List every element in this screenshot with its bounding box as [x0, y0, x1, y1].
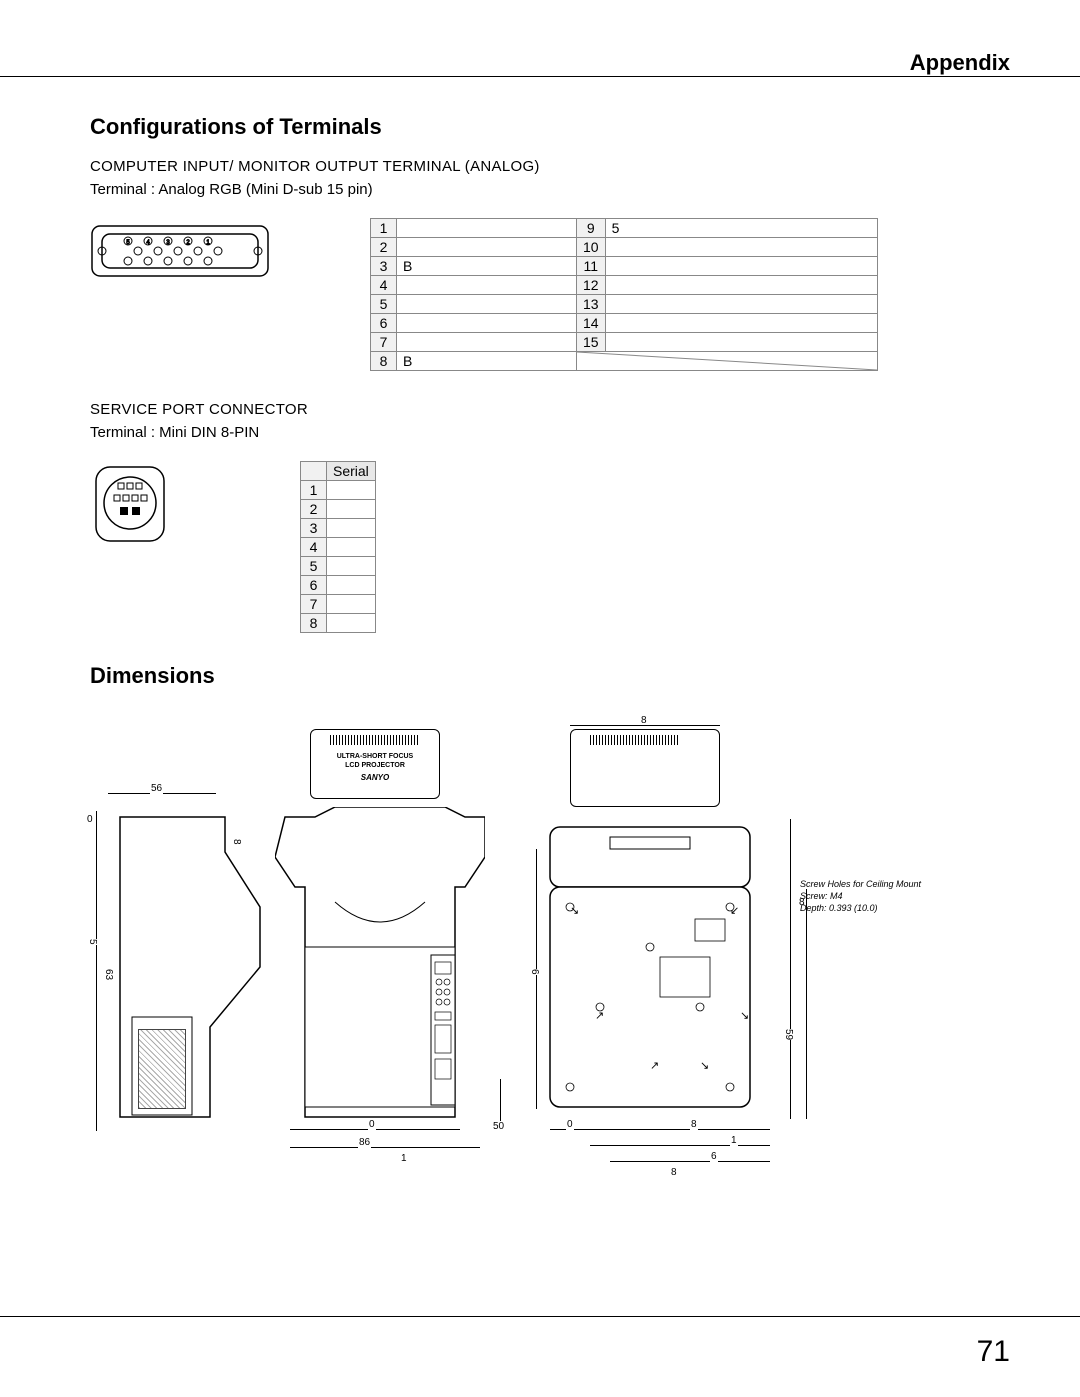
table-cell: 4 [301, 538, 327, 557]
section-title-dimensions: Dimensions [90, 663, 1010, 689]
dim-val: 1 [400, 1153, 408, 1164]
bottom-rule [0, 1316, 1080, 1317]
product-label2: LCD PROJECTOR [322, 762, 428, 769]
table-cell-diagonal [577, 352, 878, 371]
table-cell: 12 [577, 276, 606, 295]
table-cell: B [397, 257, 577, 276]
table-cell: 5 [371, 295, 397, 314]
table-cell [327, 576, 376, 595]
dim-val: 63 [102, 969, 115, 980]
table-cell: 14 [577, 314, 606, 333]
terminal2-sub: Terminal : Mini DIN 8-PIN [90, 424, 1010, 441]
table-cell: 7 [371, 333, 397, 352]
table-cell: 3 [301, 519, 327, 538]
dim-val: 8 [230, 839, 243, 845]
table-cell [327, 519, 376, 538]
dim-val: 50 [492, 1121, 505, 1132]
table-cell: 2 [301, 500, 327, 519]
table-cell: 6 [301, 576, 327, 595]
table-cell [327, 595, 376, 614]
product-label1: ULTRA-SHORT FOCUS [322, 753, 428, 760]
table-cell: 6 [371, 314, 397, 333]
serial-header: Serial [327, 462, 376, 481]
dimensions-diagram: 0 5 63 56 ULTRA-SHORT FOCUS LCD PROJECTO… [90, 729, 970, 1189]
table-cell: 10 [577, 238, 606, 257]
table-cell: 3 [371, 257, 397, 276]
dim-val: 0 [566, 1119, 574, 1130]
table-cell [605, 257, 877, 276]
dsub15-pin-table: 1952103B114125136147158B [370, 218, 878, 371]
note-line1: Screw Holes for Ceiling Mount [800, 879, 921, 891]
table-cell [605, 238, 877, 257]
dim-val: 8 [670, 1167, 678, 1178]
dim-val: 56 [150, 783, 163, 794]
top-rule [0, 76, 1080, 77]
table-cell: 5 [301, 557, 327, 576]
table-cell: B [397, 352, 577, 371]
minidin8-pin-table: Serial 12345678 [300, 461, 376, 633]
table-cell: 5 [605, 219, 877, 238]
dim-val: 6 [528, 969, 541, 975]
table-cell: 11 [577, 257, 606, 276]
table-cell: 8 [301, 614, 327, 633]
terminal1-sub: Terminal : Analog RGB (Mini D-sub 15 pin… [90, 181, 1010, 198]
dsub15-icon: 5 4 3 2 1 [90, 218, 270, 293]
note-line2: Screw: M4 [800, 891, 843, 903]
table-cell [327, 557, 376, 576]
table-cell: 2 [371, 238, 397, 257]
dim-val: 1 [730, 1135, 738, 1146]
table-cell: 8 [371, 352, 397, 371]
table-cell [397, 314, 577, 333]
table-cell [605, 314, 877, 333]
table-cell: 1 [301, 481, 327, 500]
table-cell [327, 614, 376, 633]
table-cell [327, 538, 376, 557]
table-cell: 9 [577, 219, 606, 238]
table-cell [605, 276, 877, 295]
note-line3: Depth: 0.393 (10.0) [800, 903, 878, 915]
terminal1-heading: COMPUTER INPUT/ MONITOR OUTPUT TERMINAL … [90, 158, 1010, 175]
table-cell [605, 295, 877, 314]
table-cell [327, 500, 376, 519]
dim-val: 8 [690, 1119, 698, 1130]
table-cell [397, 333, 577, 352]
brand-label: SANYO [322, 773, 428, 782]
table-cell [605, 333, 877, 352]
table-cell [397, 238, 577, 257]
terminal2-heading: SERVICE PORT CONNECTOR [90, 401, 1010, 418]
table-cell [327, 481, 376, 500]
table-cell: 4 [371, 276, 397, 295]
dim-val: 0 [86, 814, 94, 825]
table-cell [397, 276, 577, 295]
page-number: 71 [977, 1335, 1010, 1369]
table-cell: 15 [577, 333, 606, 352]
dim-val: 6 [710, 1151, 718, 1162]
table-cell: 13 [577, 295, 606, 314]
dim-val: 5 [86, 939, 99, 945]
table-cell [397, 219, 577, 238]
table-cell: 7 [301, 595, 327, 614]
minidin8-icon [90, 461, 170, 556]
table-cell [397, 295, 577, 314]
section-title-configurations: Configurations of Terminals [90, 114, 1010, 140]
dim-val: 0 [368, 1119, 376, 1130]
dim-val: 86 [358, 1137, 371, 1148]
table-cell: 1 [371, 219, 397, 238]
dim-val: 59 [782, 1029, 795, 1040]
appendix-heading: Appendix [90, 50, 1010, 76]
